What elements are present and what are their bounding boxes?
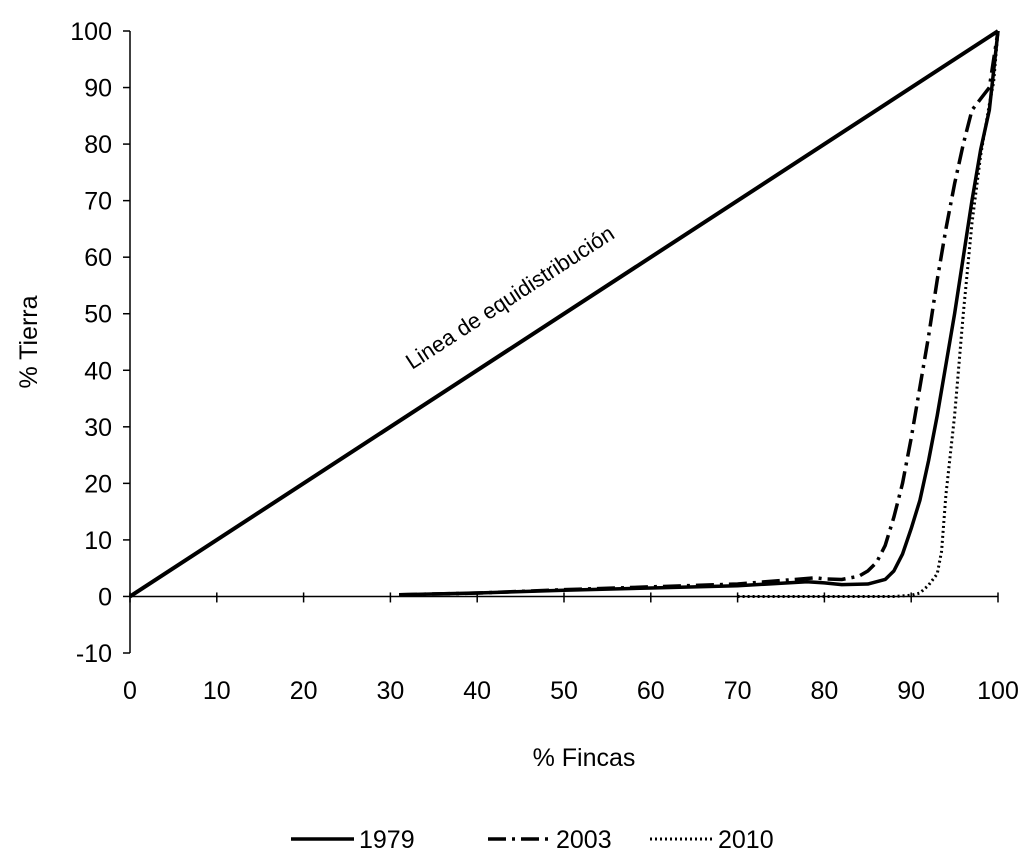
y-tick-label: 90: [84, 75, 112, 103]
series-line-2003: [399, 30, 1000, 597]
x-tick-label: 30: [376, 677, 404, 705]
axes: -10 0 10 20 30 40 50 60 70 80 90 100 0 10 20 30 40 50 60 70…: [70, 18, 1019, 705]
series-line-equidistribution: [128, 29, 1000, 599]
y-tick-label: 50: [84, 301, 112, 329]
x-tick-label: 20: [290, 677, 318, 705]
x-tick-label: 0: [123, 677, 137, 705]
x-tick-label: 80: [810, 677, 838, 705]
y-tick-label: 70: [84, 188, 112, 216]
x-tick-label: 60: [637, 677, 665, 705]
legend-label-2010: 2010: [718, 826, 774, 854]
series-layer: [128, 29, 1000, 599]
legend-label-2003: 2003: [556, 826, 612, 854]
x-axis-title: % Fincas: [533, 744, 636, 772]
y-tick-label: 40: [84, 357, 112, 385]
y-tick-label: 20: [84, 470, 112, 498]
y-tick-label: 10: [84, 527, 112, 555]
y-axis-title: % Tierra: [15, 295, 43, 388]
y-tick-label: -10: [76, 640, 112, 668]
x-tick-label: 10: [203, 677, 231, 705]
y-tick-label: 80: [84, 131, 112, 159]
legend-label-1979: 1979: [359, 826, 415, 854]
x-tick-label: 50: [550, 677, 578, 705]
y-tick-label: 0: [98, 583, 112, 611]
y-tick-label: 60: [84, 244, 112, 272]
y-tick-label: 100: [70, 18, 112, 46]
legend: 1979 2003 2010: [291, 826, 774, 854]
x-tick-label: 100: [977, 677, 1019, 705]
x-tick-label: 90: [897, 677, 925, 705]
series-line-2010: [737, 30, 1000, 598]
x-tick-label: 70: [724, 677, 752, 705]
x-tick-label: 40: [463, 677, 491, 705]
y-tick-label: 30: [84, 414, 112, 442]
